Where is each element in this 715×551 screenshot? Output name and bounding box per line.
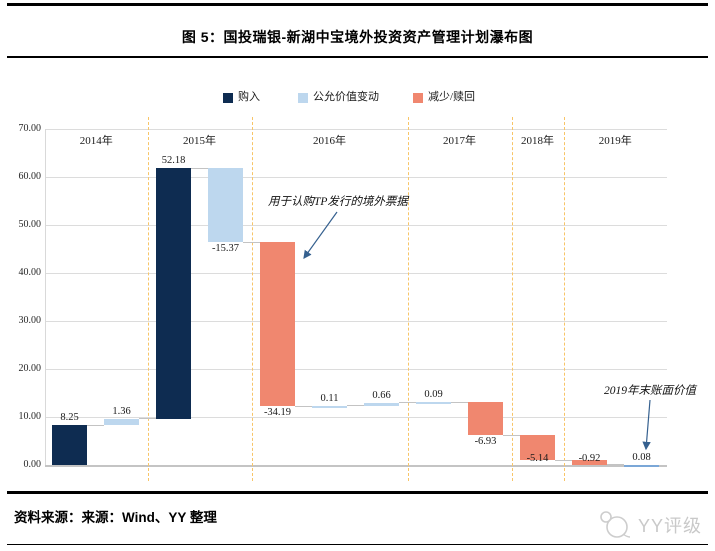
watermark-text: YY评级: [638, 516, 703, 536]
y-axis-tick-label: 50.00: [18, 219, 42, 230]
year-label: 2014年: [79, 135, 113, 147]
year-label: 2018年: [521, 135, 554, 147]
bottom-rule: [7, 544, 708, 545]
title-rule: [7, 56, 708, 58]
bar-value-label: 0.08: [632, 451, 651, 463]
y-axis-tick-label: 20.00: [18, 363, 42, 374]
bar-value-label: 52.18: [161, 155, 186, 167]
connector-line: [451, 401, 468, 403]
waterfall-bar: [572, 460, 607, 465]
bar-value-label: -15.37: [211, 243, 240, 255]
waterfall-bar: [468, 402, 503, 436]
bar-value-label: -5.14: [526, 453, 549, 464]
legend-item: 减少/赎回: [413, 92, 475, 103]
waterfall-bar: [312, 405, 347, 408]
connector-line: [243, 241, 260, 243]
connector-line: [87, 424, 104, 426]
bar-value-label: -6.93: [474, 436, 497, 448]
bar-value-label: 0.66: [372, 389, 391, 401]
y-axis-tick-label: 60.00: [18, 171, 42, 182]
year-separator: [511, 117, 513, 481]
footer-rule: [7, 491, 708, 494]
year-label: 2015年: [183, 135, 216, 147]
bar-value-label: 8.25: [60, 412, 79, 424]
year-label: 2016年: [313, 135, 346, 147]
connector-line: [607, 464, 624, 466]
waterfall-bar: [520, 435, 555, 461]
gridline: [45, 320, 667, 322]
legend-swatch-icon: [223, 92, 233, 103]
year-separator: [251, 117, 253, 481]
watermark: YY评级: [596, 506, 708, 540]
gridline: [45, 368, 667, 370]
figure-title: 图 5：国投瑞银-新湖中宝境外投资资产管理计划瀑布图: [181, 29, 534, 45]
top-rule: [7, 3, 708, 6]
year-separator: [147, 117, 149, 481]
connector-line: [295, 405, 312, 407]
bar-value-label: 0.11: [320, 392, 339, 404]
waterfall-bar: [364, 402, 399, 406]
gridline: [45, 416, 667, 418]
bar-value-label: 0.09: [424, 389, 443, 401]
gridline: [45, 128, 667, 130]
year-label: 2017年: [443, 135, 476, 147]
y-axis-tick-label: 30.00: [18, 315, 42, 326]
source-note: 资料来源：来源：Wind、YY 整理: [14, 510, 217, 525]
connector-line: [191, 167, 208, 169]
gridline: [45, 176, 667, 178]
legend-item: 购入: [223, 92, 260, 103]
year-separator: [563, 117, 565, 481]
y-axis-tick-label: 0.00: [23, 459, 42, 470]
bar-value-label: -0.92: [578, 453, 601, 464]
waterfall-bar: [416, 402, 451, 405]
waterfall-bar: [52, 425, 87, 465]
annotation-overseas-notes: 用于认购TP发行的境外票据: [268, 196, 408, 208]
y-axis-tick-label: 40.00: [18, 267, 42, 278]
y-axis-tick-label: 70.00: [18, 123, 42, 134]
gridline: [45, 272, 667, 274]
y-axis-tick-label: 10.00: [18, 411, 42, 422]
legend-swatch-icon: [298, 92, 308, 103]
waterfall-bar: [208, 168, 243, 243]
waterfall-bar: [260, 242, 295, 407]
legend-label: 公允价值变动: [313, 91, 379, 103]
bar-value-label: 1.36: [112, 405, 131, 417]
gridline: [45, 224, 667, 226]
legend-item: 公允价值变动: [298, 92, 379, 103]
annotation-ending-value: 2019年末账面价值: [604, 385, 696, 397]
gridline: [45, 464, 667, 467]
legend-label: 减少/赎回: [428, 91, 476, 103]
year-separator: [407, 117, 409, 481]
legend-swatch-icon: [413, 92, 423, 103]
connector-line: [139, 418, 156, 420]
connector-line: [555, 459, 572, 461]
waterfall-bar: [156, 168, 191, 419]
watermark-logo-icon: [600, 511, 631, 538]
legend-label: 购入: [238, 91, 260, 103]
connector-line: [399, 402, 416, 404]
year-label: 2019年: [598, 135, 632, 147]
y-axis-line: [45, 129, 46, 465]
waterfall-bar: [624, 464, 659, 467]
connector-line: [347, 405, 364, 407]
waterfall-bar: [104, 418, 139, 426]
connector-line: [503, 434, 520, 436]
bar-value-label: -34.19: [263, 407, 292, 419]
